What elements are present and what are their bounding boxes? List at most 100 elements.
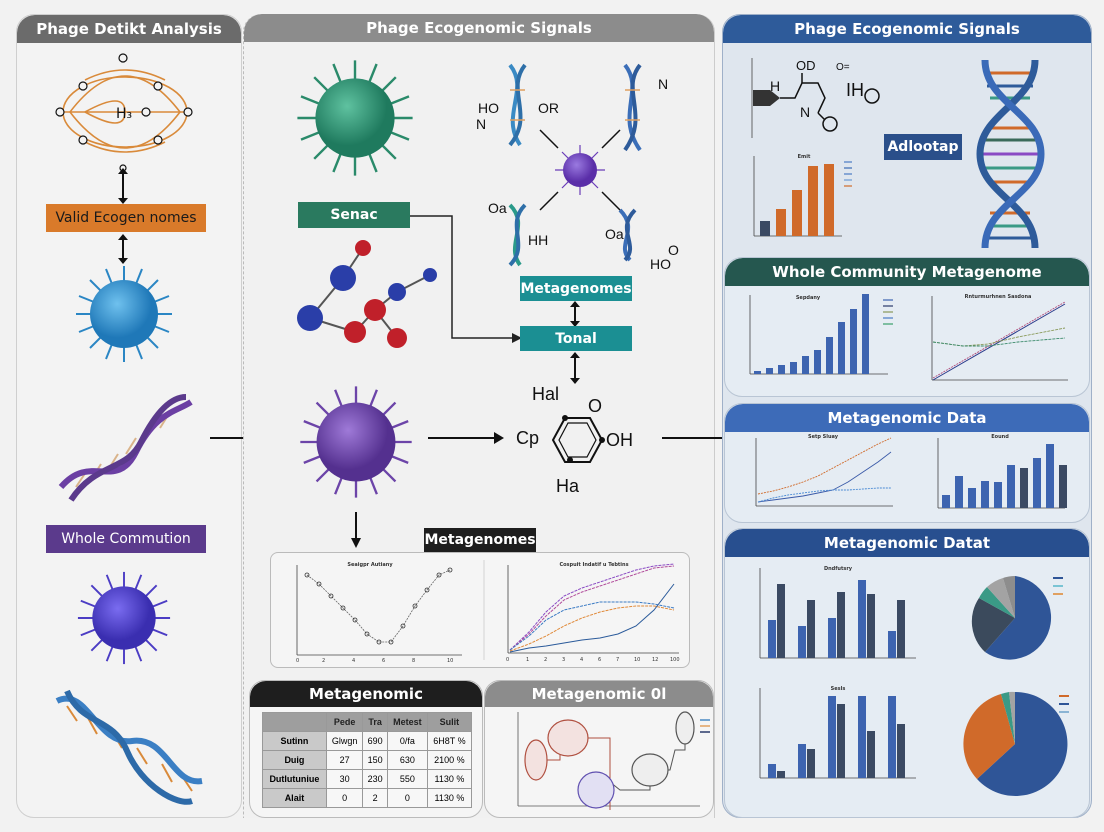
large-dna-helix-icon [976,59,1045,249]
valid-ecogenomes-label: Valid Ecogen nomes [46,204,206,232]
green-virus-icon [297,60,413,176]
table-row: Sutinn Glwgn 690 0/fa 6H8T % [262,731,473,751]
svg-text:7: 7 [616,657,619,663]
metagenomic-data-title: Metagenomic Data [725,404,1089,432]
metagenomic-data-line-chart: Setp Sluay [755,434,893,507]
svg-text:Rnturmurhnen Sasdona: Rnturmurhnen Sasdona [965,294,1032,300]
oxygen-ring-molecule-icon: H₃ [55,53,193,172]
metagenomic-table: Pede Tra Metest Sulit Sutinn Glwgn 690 0… [262,712,473,808]
table-header: Pede [325,712,364,732]
ring-hal: Hal [532,384,560,404]
bidirectional-arrow-icon [570,301,580,327]
table-cell: Alait [262,788,327,808]
table-cell: 630 [387,750,428,770]
purple-virus-icon [300,386,412,498]
table-row: Dutlutuniue 30 230 550 1130 % [262,769,473,789]
pie-chart-1 [971,576,1063,660]
svg-text:6: 6 [598,657,601,663]
table-header: Metest [387,712,428,732]
pie-chart-2 [963,691,1069,796]
chem-ho2: HO [650,256,671,272]
table-cell: 2100 % [426,750,473,770]
table-cell: 6H8T % [426,731,473,751]
table-row: Alait 0 2 0 1130 % [262,788,473,808]
dna-cluster-icon [508,63,642,267]
table-header: Sulit [426,712,473,732]
table-cell: 690 [362,731,389,751]
ring-cp: Cp [516,428,540,448]
senac-label: Senac [298,202,410,228]
middle-column-title: Phage Ecogenomic Signals [244,14,714,42]
blue-dna-helix-icon [55,689,203,805]
indigo-virus-icon [77,571,171,665]
cell-division-chart [517,711,710,810]
chem-oa: Oa [488,200,507,216]
svg-text:Emit: Emit [798,154,811,160]
table-cell: 1130 % [426,788,473,808]
chem-oa2: Oa [605,226,624,242]
table-cell: Sutinn [262,731,327,751]
svg-text:Sepdany: Sepdany [796,295,821,301]
whole-community-title: Whole Community Metagenome [725,258,1089,286]
purple-dna-helix-icon [58,394,193,502]
table-cell: 2 [362,788,389,808]
svg-text:Dndfutsry: Dndfutsry [824,566,853,572]
svg-text:0: 0 [296,658,299,664]
svg-text:3: 3 [562,657,565,663]
scatter-chart: Seaigpr Autiany 0 2 4 6 8 10 [296,562,462,664]
metagenomes-charts-card [270,552,690,668]
table-cell: Duig [262,750,327,770]
blue-virus-icon [76,266,172,362]
adlootap-label: Adlootap [884,134,962,160]
whole-community-bar-chart: Sepdany [749,294,893,375]
grouped-bar-chart-2: Sesls [759,686,916,779]
svg-text:4: 4 [580,657,583,663]
table-cell: Glwgn [325,731,364,751]
table-cell: 0 [325,788,364,808]
metagenomic-cell-title: Metagenomic 0l [485,681,713,707]
table-row: Duig 27 150 630 2100 % [262,750,473,770]
ball-stick-molecule-icon [297,240,437,348]
svg-text:10: 10 [447,658,453,664]
down-arrow-icon [351,512,361,548]
table-header: Tra [362,712,389,732]
metagenomic-table-title: Metagenomic [250,681,482,707]
chem-h: H [770,78,781,94]
svg-text:100: 100 [670,657,680,663]
svg-text:Setp Sluay: Setp Sluay [808,434,839,440]
connector-line [410,215,522,343]
table-cell: 0 [387,788,428,808]
svg-text:1: 1 [526,657,529,663]
benzene-ring-icon [551,415,605,463]
flow-arrow-icon [428,432,504,444]
table-cell: Dutlutuniue [262,769,327,789]
table-cell: 0/fa [387,731,428,751]
table-cell: 550 [387,769,428,789]
chem-n1: N [476,116,487,132]
svg-text:4: 4 [352,658,355,664]
grouped-bar-chart-1: Dndfutsry [759,566,916,659]
chem-ho: HO [478,100,499,116]
chem-ih: IH [846,80,864,100]
table-cell: 27 [325,750,364,770]
ring-oh: OH [606,430,633,450]
metagenomic-data-panel: Metagenomic Data [724,403,1090,523]
ring-o: O [588,396,603,416]
multi-line-chart: Cospuit Indatif u Tebtins 0 1 2 3 4 6 7 10 12 100 [483,560,680,663]
chem-o-eq: O= [836,62,850,73]
table-cell: 1130 % [426,769,473,789]
metagenomic-datat-title: Metagenomic Datat [725,529,1089,557]
svg-text:Seaigpr Autiany: Seaigpr Autiany [347,562,393,568]
table-cell: 30 [325,769,364,789]
ring-ha: Ha [556,476,580,496]
table-cell: 230 [362,769,389,789]
svg-text:Sesls: Sesls [831,686,846,692]
whole-commution-label: Whole Commution [46,525,206,553]
table-cell: 150 [362,750,389,770]
svg-text:10: 10 [634,657,640,663]
svg-text:12: 12 [652,657,658,663]
tonal-label: Tonal [520,326,632,351]
svg-text:6: 6 [382,658,385,664]
left-column-title: Phage Detikt Analysis [17,15,241,43]
chem-n2: N [658,76,669,92]
